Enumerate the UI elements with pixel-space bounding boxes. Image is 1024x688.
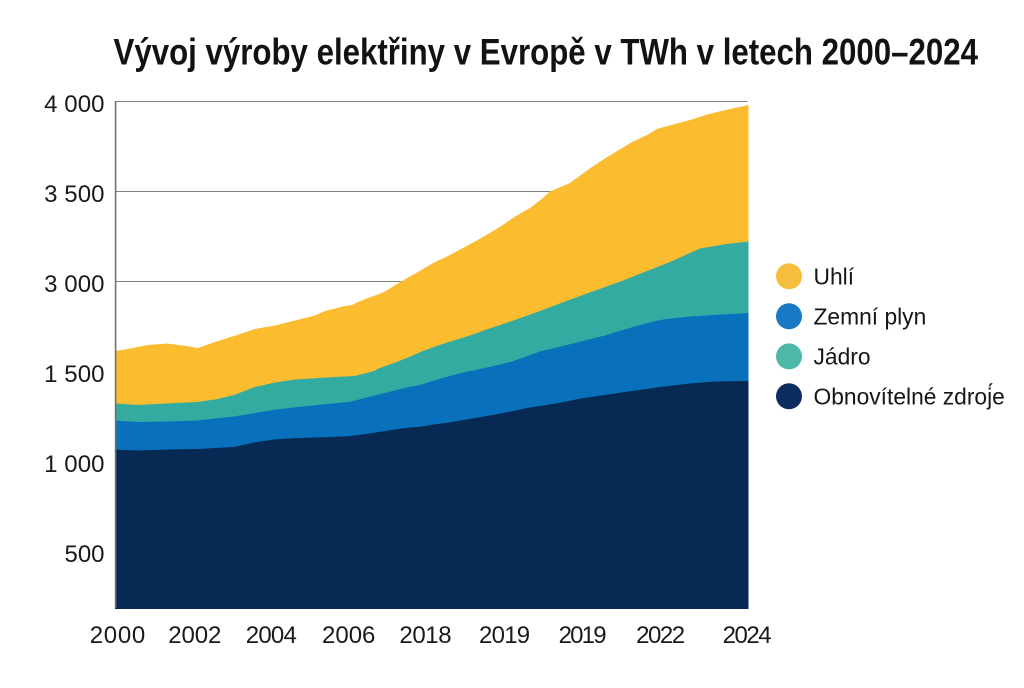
svg-text:2019: 2019 <box>559 622 607 649</box>
svg-text:3 500: 3 500 <box>44 181 104 208</box>
svg-text:4 000: 4 000 <box>44 91 104 118</box>
svg-text:Vývoj výroby elektřiny v Evrop: Vývoj výroby elektřiny v Evropě v TWh v … <box>114 31 979 73</box>
svg-text:2019: 2019 <box>479 622 530 649</box>
svg-text:2018: 2018 <box>399 622 451 649</box>
svg-text:2006: 2006 <box>322 622 375 649</box>
svg-text:Uhlí: Uhlí <box>814 263 855 289</box>
svg-text:3 000: 3 000 <box>44 271 104 298</box>
svg-text:1 000: 1 000 <box>44 451 104 478</box>
svg-text:1 500: 1 500 <box>44 361 104 388</box>
svg-text:2000: 2000 <box>90 622 146 649</box>
svg-text:Zemní plyn: Zemní plyn <box>814 303 927 329</box>
svg-text:Jádro: Jádro <box>814 344 871 370</box>
svg-text:2024: 2024 <box>723 622 772 649</box>
svg-text:500: 500 <box>65 541 105 568</box>
svg-text:2002: 2002 <box>168 622 221 649</box>
svg-text:Obnovítelné zdroj́e: Obnovítelné zdroj́e <box>814 383 1005 409</box>
svg-text:2004: 2004 <box>246 622 297 649</box>
svg-text:2022: 2022 <box>636 622 685 649</box>
